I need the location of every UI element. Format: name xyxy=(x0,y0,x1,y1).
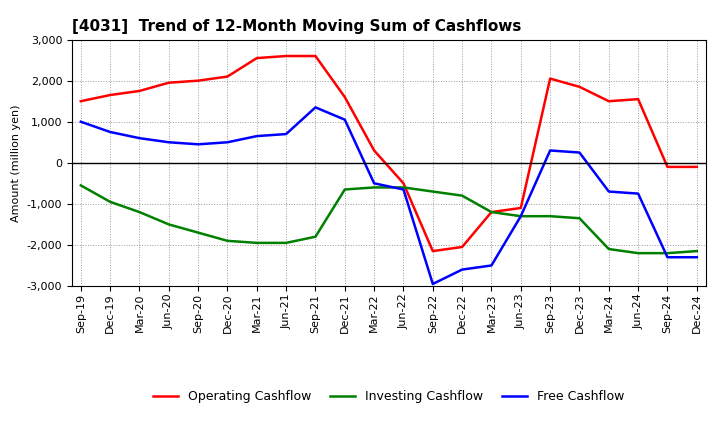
Investing Cashflow xyxy=(546,213,554,219)
Operating Cashflow xyxy=(370,148,379,153)
Investing Cashflow xyxy=(663,250,672,256)
Text: [4031]  Trend of 12-Month Moving Sum of Cashflows: [4031] Trend of 12-Month Moving Sum of C… xyxy=(72,19,521,34)
Free Cashflow xyxy=(370,181,379,186)
Free Cashflow xyxy=(106,129,114,135)
Operating Cashflow xyxy=(399,181,408,186)
Investing Cashflow xyxy=(253,240,261,246)
Investing Cashflow xyxy=(223,238,232,243)
Line: Investing Cashflow: Investing Cashflow xyxy=(81,185,697,253)
Operating Cashflow xyxy=(575,84,584,89)
Operating Cashflow xyxy=(223,74,232,79)
Operating Cashflow xyxy=(311,53,320,59)
Investing Cashflow xyxy=(487,209,496,215)
Operating Cashflow xyxy=(164,80,173,85)
Investing Cashflow xyxy=(282,240,290,246)
Free Cashflow xyxy=(487,263,496,268)
Free Cashflow xyxy=(253,133,261,139)
Investing Cashflow xyxy=(164,222,173,227)
Free Cashflow xyxy=(663,255,672,260)
Investing Cashflow xyxy=(370,185,379,190)
Investing Cashflow xyxy=(428,189,437,194)
Operating Cashflow xyxy=(253,55,261,61)
Free Cashflow xyxy=(341,117,349,122)
Free Cashflow xyxy=(194,142,202,147)
Operating Cashflow xyxy=(634,96,642,102)
Free Cashflow xyxy=(311,105,320,110)
Operating Cashflow xyxy=(546,76,554,81)
Operating Cashflow xyxy=(194,78,202,83)
Investing Cashflow xyxy=(458,193,467,198)
Free Cashflow xyxy=(164,139,173,145)
Operating Cashflow xyxy=(458,244,467,249)
Investing Cashflow xyxy=(399,185,408,190)
Free Cashflow xyxy=(282,132,290,137)
Y-axis label: Amount (million yen): Amount (million yen) xyxy=(11,104,21,222)
Operating Cashflow xyxy=(663,164,672,169)
Operating Cashflow xyxy=(487,209,496,215)
Free Cashflow xyxy=(693,255,701,260)
Investing Cashflow xyxy=(605,246,613,252)
Operating Cashflow xyxy=(135,88,144,94)
Investing Cashflow xyxy=(194,230,202,235)
Free Cashflow xyxy=(428,281,437,286)
Operating Cashflow xyxy=(106,92,114,98)
Investing Cashflow xyxy=(693,249,701,254)
Free Cashflow xyxy=(76,119,85,125)
Investing Cashflow xyxy=(76,183,85,188)
Investing Cashflow xyxy=(311,234,320,239)
Investing Cashflow xyxy=(106,199,114,205)
Investing Cashflow xyxy=(135,209,144,215)
Operating Cashflow xyxy=(76,99,85,104)
Operating Cashflow xyxy=(428,249,437,254)
Legend: Operating Cashflow, Investing Cashflow, Free Cashflow: Operating Cashflow, Investing Cashflow, … xyxy=(148,385,629,408)
Free Cashflow xyxy=(458,267,467,272)
Free Cashflow xyxy=(546,148,554,153)
Free Cashflow xyxy=(399,187,408,192)
Free Cashflow xyxy=(575,150,584,155)
Free Cashflow xyxy=(223,139,232,145)
Operating Cashflow xyxy=(516,205,525,211)
Free Cashflow xyxy=(634,191,642,196)
Investing Cashflow xyxy=(516,213,525,219)
Free Cashflow xyxy=(516,213,525,219)
Free Cashflow xyxy=(605,189,613,194)
Operating Cashflow xyxy=(341,95,349,100)
Investing Cashflow xyxy=(634,250,642,256)
Operating Cashflow xyxy=(693,164,701,169)
Operating Cashflow xyxy=(605,99,613,104)
Line: Free Cashflow: Free Cashflow xyxy=(81,107,697,284)
Line: Operating Cashflow: Operating Cashflow xyxy=(81,56,697,251)
Free Cashflow xyxy=(135,136,144,141)
Investing Cashflow xyxy=(341,187,349,192)
Investing Cashflow xyxy=(575,216,584,221)
Operating Cashflow xyxy=(282,53,290,59)
